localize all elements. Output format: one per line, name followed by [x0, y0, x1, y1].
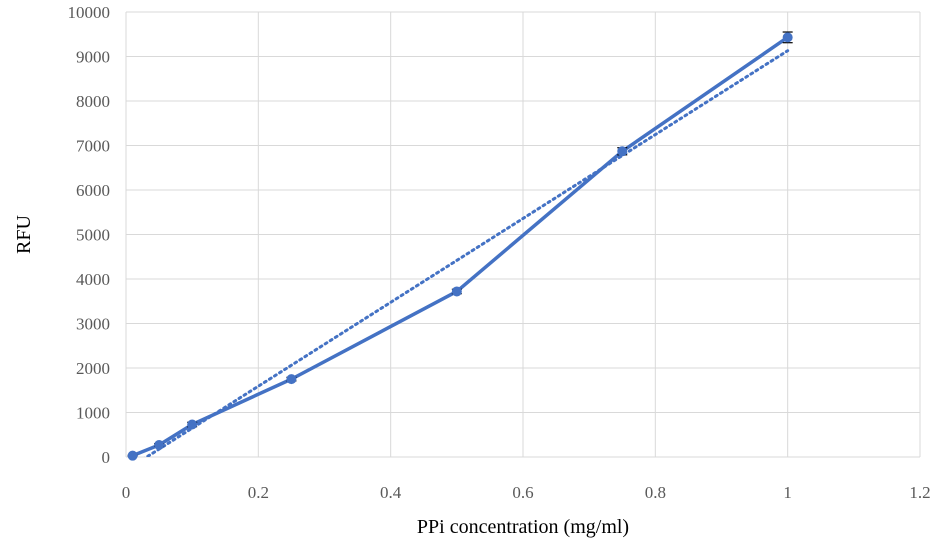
y-tick-label: 4000	[76, 270, 110, 289]
data-point	[451, 286, 462, 297]
y-tick-label: 5000	[76, 226, 110, 245]
y-tick-label: 3000	[76, 315, 110, 334]
series-group	[127, 31, 793, 461]
data-point	[617, 146, 628, 157]
y-tick-label: 6000	[76, 181, 110, 200]
y-tick-label: 7000	[76, 137, 110, 156]
y-tick-label: 10000	[68, 3, 111, 22]
trendline	[143, 49, 790, 457]
data-point	[187, 419, 198, 430]
series-line	[131, 35, 789, 458]
x-tick-label: 0	[122, 483, 131, 502]
y-axis: 0 1000 2000 3000 4000 5000 6000 7000 8000 9000 100…	[68, 3, 111, 467]
data-point	[782, 32, 793, 43]
y-tick-label: 9000	[76, 48, 110, 67]
data-point	[127, 450, 138, 461]
y-tick-label: 2000	[76, 359, 110, 378]
x-tick-label: 1	[783, 483, 792, 502]
y-tick-label: 1000	[76, 404, 110, 423]
y-tick-label: 8000	[76, 92, 110, 111]
x-tick-label: 0.8	[645, 483, 666, 502]
x-axis-title: PPi concentration (mg/ml)	[417, 516, 629, 538]
y-tick-label: 0	[102, 448, 111, 467]
trendline-group	[143, 49, 790, 457]
x-tick-label: 0.4	[380, 483, 402, 502]
x-axis: 0 0.2 0.4 0.6 0.8 1 1.2	[122, 483, 931, 502]
x-tick-label: 0.6	[512, 483, 533, 502]
x-tick-label: 0.2	[248, 483, 269, 502]
data-point	[154, 439, 165, 450]
x-tick-label: 1.2	[909, 483, 930, 502]
y-axis-title: RFU	[13, 214, 35, 253]
data-point	[286, 374, 297, 385]
